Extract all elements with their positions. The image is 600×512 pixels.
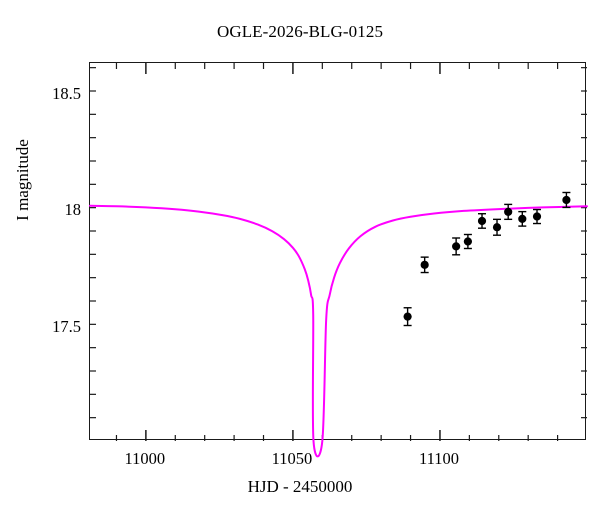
tick-marks-group — [90, 63, 587, 441]
data-point-marker — [452, 242, 461, 251]
x-tick-label: 11100 — [418, 449, 459, 468]
data-points-group — [403, 191, 571, 327]
y-tick-label: 18 — [64, 200, 82, 220]
x-axis-title: HJD - 2450000 — [247, 477, 353, 496]
data-point-marker — [403, 312, 412, 321]
model-curve — [89, 204, 588, 458]
data-point-marker — [420, 260, 429, 269]
data-point — [492, 218, 502, 236]
data-point — [403, 307, 412, 327]
data-point-marker — [492, 223, 502, 232]
data-point — [562, 191, 571, 209]
plot-canvas — [89, 63, 588, 458]
data-point — [452, 237, 461, 256]
model-curve-group — [89, 204, 588, 458]
x-tick-label: 11000 — [124, 449, 166, 468]
data-point — [518, 210, 527, 227]
y-tick-label: 18.5 — [52, 83, 81, 103]
y-axis-title: I magnitude — [13, 139, 32, 221]
data-point — [420, 256, 429, 274]
data-point-marker — [518, 214, 527, 223]
data-point-marker — [477, 216, 487, 226]
data-point — [532, 208, 542, 225]
plot-area — [89, 62, 588, 458]
y-tick-label: 17.5 — [52, 317, 81, 336]
data-point-marker — [463, 237, 472, 246]
data-point — [477, 213, 487, 229]
data-point — [504, 203, 513, 221]
data-point — [463, 233, 472, 250]
data-point-marker — [562, 195, 571, 205]
x-tick-label: 11050 — [271, 449, 313, 468]
data-point-marker — [504, 207, 513, 216]
data-point-marker — [532, 212, 542, 221]
chart-title: OGLE-2026-BLG-0125 — [216, 22, 384, 41]
